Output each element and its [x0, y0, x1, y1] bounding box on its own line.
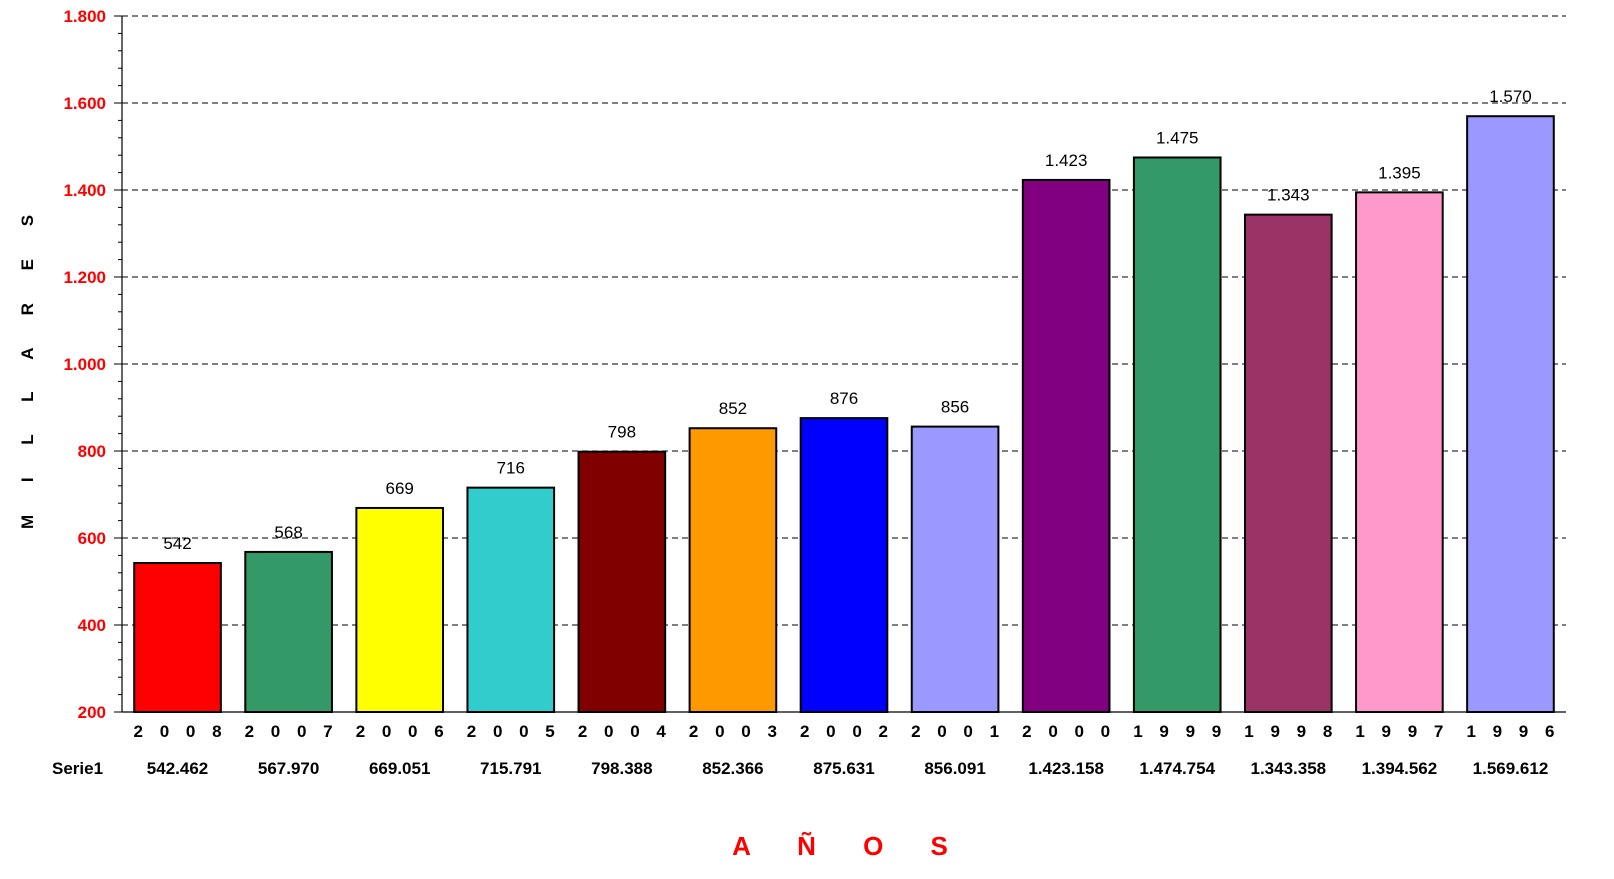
table-value: 1.343.358 — [1250, 759, 1326, 778]
bar-value-label: 1.570 — [1489, 87, 1532, 106]
bar-value-label: 1.343 — [1267, 186, 1310, 205]
y-tick-label: 600 — [78, 529, 106, 548]
bar-value-label: 1.395 — [1378, 163, 1421, 182]
data-labels: 542 568 669 716 798 852 876 856 1.423 1.475 1.343 1… — [163, 87, 1531, 553]
x-axis: 2 0 0 8 2 0 0 7 2 0 0 6 2 0 0 5 2 0 0 4 2 0 0… — [122, 711, 1566, 741]
bar — [466, 486, 556, 713]
y-tick-label: 400 — [78, 616, 106, 635]
table-value: 542.462 — [147, 759, 208, 778]
bar-value-label: 876 — [830, 389, 858, 408]
bar-value-label: 568 — [274, 523, 302, 542]
y-tick-label: 1.200 — [63, 268, 106, 287]
bar — [688, 427, 778, 713]
x-tick-label: 2 0 0 0 — [1022, 722, 1116, 741]
x-tick-label: 2 0 0 2 — [800, 722, 894, 741]
x-tick-label: 2 0 0 4 — [578, 722, 672, 741]
table-value: 1.394.562 — [1362, 759, 1438, 778]
y-tick-label: 1.400 — [63, 181, 106, 200]
table-value: 567.970 — [258, 759, 319, 778]
x-tick-label: 2 0 0 1 — [911, 722, 1005, 741]
bar-value-label: 852 — [719, 399, 747, 418]
bar-value-label: 542 — [163, 534, 191, 553]
bar — [133, 562, 222, 714]
x-tick-label: 1 9 9 7 — [1355, 722, 1449, 741]
table-value: 715.791 — [480, 759, 541, 778]
table-value: 1.423.158 — [1028, 759, 1104, 778]
bar — [1243, 213, 1333, 713]
x-tick-label: 1 9 9 6 — [1466, 722, 1560, 741]
bar-value-label: 856 — [941, 398, 969, 417]
table-value: 798.388 — [591, 759, 652, 778]
table-value: 852.366 — [702, 759, 763, 778]
y-tick-label: 800 — [78, 442, 106, 461]
data-table: 542.462 567.970 669.051 715.791 798.388 852.3… — [52, 759, 1548, 778]
x-tick-label: 2 0 0 7 — [245, 722, 339, 741]
bar — [355, 506, 445, 714]
x-tick-label: 2 0 0 6 — [356, 722, 450, 741]
bar-value-label: 798 — [608, 423, 636, 442]
x-tick-label: 2 0 0 5 — [467, 722, 561, 741]
bar-value-label: 669 — [386, 479, 414, 498]
table-value: 1.474.754 — [1139, 759, 1215, 778]
bar — [799, 417, 889, 713]
bar — [910, 425, 1000, 713]
y-tick-label: 1.800 — [63, 7, 106, 26]
table-value: 669.051 — [369, 759, 430, 778]
bar — [1466, 115, 1555, 714]
table-value: 875.631 — [813, 759, 874, 778]
bar-value-label: 1.475 — [1156, 128, 1199, 147]
bar — [1355, 191, 1444, 713]
y-axis-title: M I L L A R E S — [18, 201, 37, 529]
y-tick-label: 1.000 — [63, 355, 106, 374]
bar-value-label: 716 — [497, 459, 525, 478]
y-tick-label: 200 — [78, 703, 106, 722]
bar-value-label: 1.423 — [1045, 151, 1088, 170]
x-axis-title: A Ñ O S — [732, 831, 968, 861]
x-tick-label: 2 0 0 8 — [134, 722, 228, 741]
series-name: Serie1 — [52, 759, 103, 778]
bar — [577, 450, 667, 713]
table-value: 856.091 — [924, 759, 985, 778]
x-tick-label: 1 9 9 8 — [1244, 722, 1338, 741]
y-axis: 200 400 600 800 1.000 1.200 1.400 1.600 1.800 — [63, 7, 123, 722]
bar — [1132, 156, 1222, 714]
bar — [1021, 178, 1111, 713]
x-tick-label: 1 9 9 9 — [1133, 722, 1227, 741]
bars — [133, 115, 1555, 714]
bar — [244, 550, 333, 713]
y-tick-label: 1.600 — [63, 94, 106, 113]
x-tick-label: 2 0 0 3 — [689, 722, 783, 741]
table-value: 1.569.612 — [1473, 759, 1549, 778]
